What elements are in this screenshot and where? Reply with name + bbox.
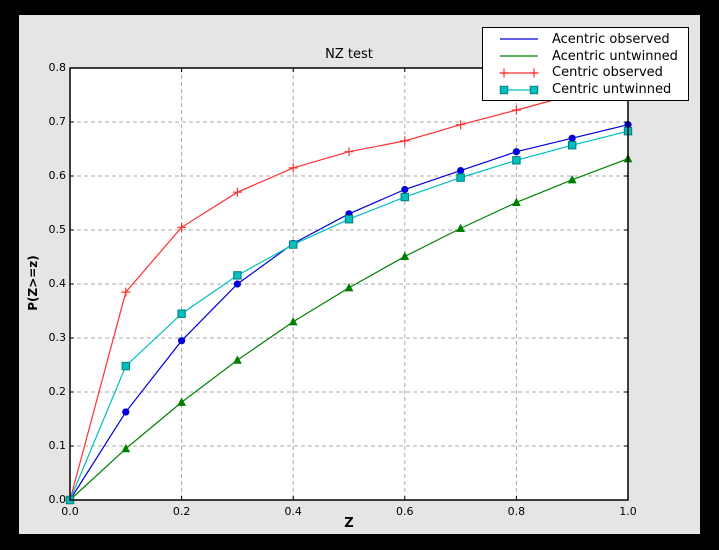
- data-point-plus: [529, 68, 539, 78]
- data-point-circle: [568, 134, 576, 142]
- data-point-plus: [499, 68, 509, 78]
- data-point-plus: [177, 222, 187, 232]
- y-tick-label: 0.6: [48, 169, 67, 182]
- x-tick-label: 0.0: [61, 505, 79, 518]
- legend-label: Centric untwinned: [552, 82, 672, 98]
- y-tick-label: 0.1: [48, 439, 67, 452]
- chart-title: NZ test: [325, 47, 373, 62]
- data-point-square: [512, 156, 521, 165]
- x-tick-label: 0.8: [507, 505, 526, 518]
- data-point-square: [568, 141, 577, 150]
- y-tick-label: 0.3: [48, 331, 67, 344]
- y-tick-label: 0.5: [48, 223, 67, 236]
- data-point-circle: [122, 408, 130, 416]
- legend-label: Acentric observed: [552, 31, 670, 47]
- legend-sample-centric-untwinned: [499, 85, 539, 94]
- data-point-plus: [121, 287, 131, 297]
- series-centric-untwinned: [65, 126, 633, 505]
- legend-sample-centric-observed: [499, 68, 539, 78]
- data-point-square: [529, 85, 539, 94]
- data-point-triangle: [288, 317, 298, 326]
- y-tick-label: 0.0: [48, 493, 67, 506]
- legend-label: Centric observed: [552, 65, 663, 81]
- y-tick-label: 0.2: [48, 385, 67, 398]
- data-point-plus: [400, 136, 410, 146]
- data-point-triangle: [233, 355, 242, 364]
- data-point-triangle: [567, 174, 577, 184]
- series-acentric-untwinned: [65, 153, 633, 504]
- data-point-circle: [178, 337, 186, 345]
- legend-label: Acentric untwinned: [552, 48, 678, 64]
- data-point-square: [499, 85, 509, 94]
- data-point-circle: [512, 148, 521, 156]
- data-point-plus: [456, 120, 466, 130]
- data-point-plus: [344, 147, 354, 157]
- x-tick-label: 0.6: [396, 505, 414, 518]
- data-point-triangle: [456, 223, 465, 232]
- data-point-circle: [401, 185, 409, 194]
- y-tick-label: 0.4: [48, 277, 67, 290]
- data-point-square: [233, 271, 242, 280]
- data-point-circle: [457, 167, 465, 175]
- data-point-square: [400, 192, 410, 202]
- legend-row: Centric untwinned: [497, 81, 688, 98]
- data-point-triangle: [400, 251, 410, 261]
- legend: Acentric observed Acentric untwinned Cen…: [482, 27, 689, 101]
- data-point-square: [456, 173, 465, 182]
- data-point-triangle: [344, 282, 354, 292]
- legend-sample-acentric-observed: [500, 38, 538, 41]
- legend-row: Acentric observed: [497, 31, 688, 48]
- data-point-triangle: [177, 397, 186, 406]
- data-point-square: [344, 215, 354, 224]
- data-point-circle: [233, 280, 241, 288]
- data-point-triangle: [121, 443, 131, 453]
- x-tick-label: 0.4: [284, 505, 302, 518]
- data-point-plus: [288, 163, 298, 173]
- x-tick-label: 1.0: [619, 505, 637, 518]
- data-point-triangle: [512, 197, 521, 207]
- legend-row: Acentric untwinned: [497, 48, 688, 65]
- data-point-square: [289, 240, 298, 249]
- legend-row: Centric observed: [497, 65, 688, 82]
- legend-sample-acentric-untwinned: [500, 55, 538, 57]
- y-tick-label: 0.8: [48, 61, 67, 74]
- x-axis-label: Z: [344, 516, 354, 531]
- data-point-square: [177, 309, 186, 318]
- data-point-plus: [511, 105, 521, 115]
- data-point-plus: [232, 187, 242, 197]
- y-tick-label: 0.7: [48, 115, 67, 128]
- x-tick-label: 0.2: [172, 505, 191, 518]
- data-point-square: [121, 361, 130, 371]
